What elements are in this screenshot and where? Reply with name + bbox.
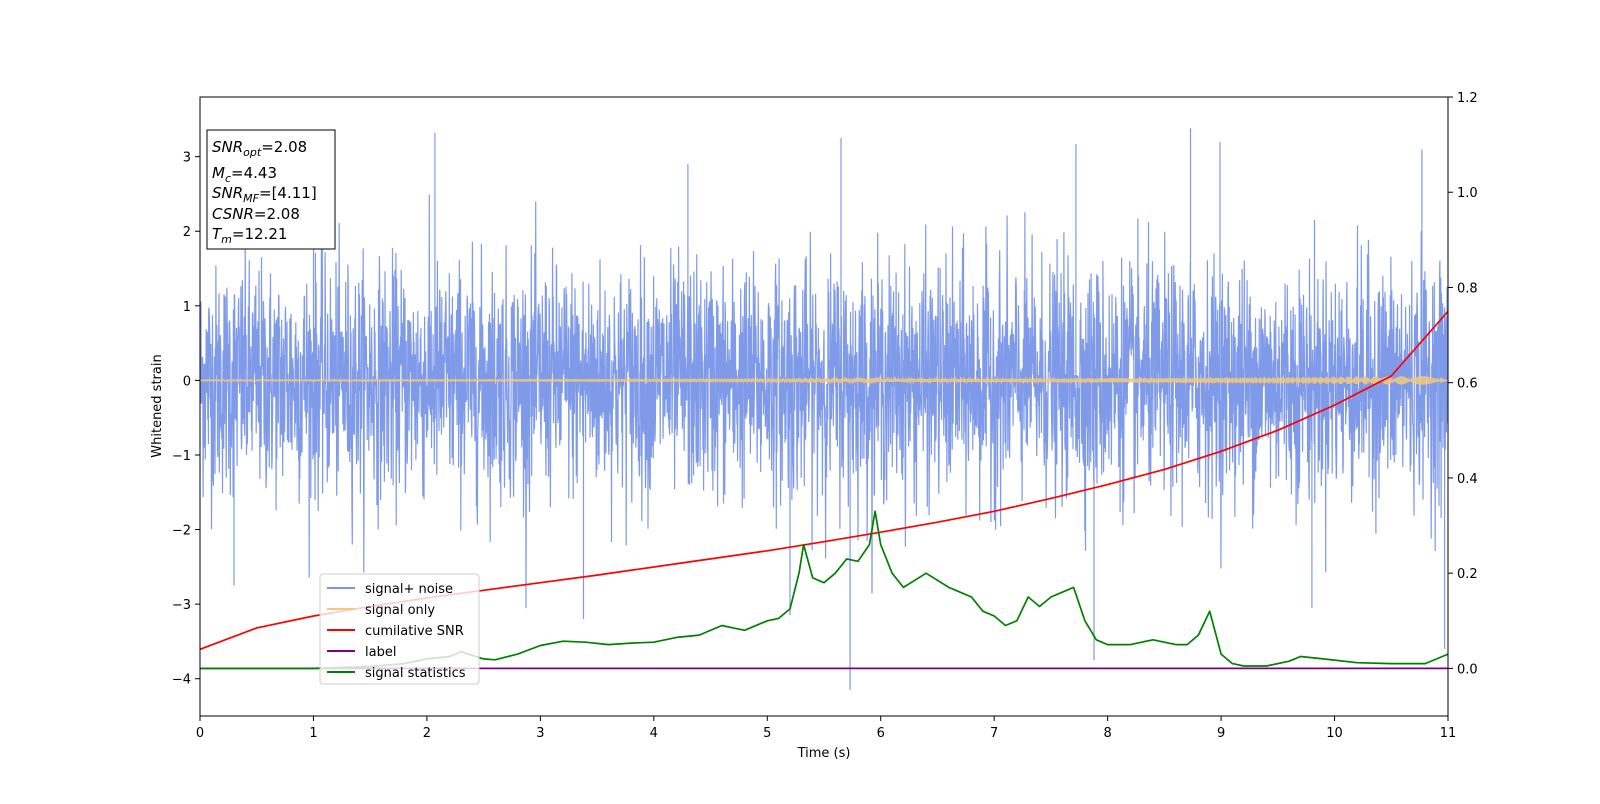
legend: signal+ noise signal only cumilative SNR la… [319,573,480,685]
snr-opt-text: SNRopt=2.08 [212,138,307,159]
y-tick-label-1: 1 [183,300,191,315]
y-tick-label-3: 3 [183,151,191,166]
legend-label-3: cumilative SNR [365,624,464,639]
y2-tick-label-0.6: 0.6 [1457,377,1478,392]
metrics-info-box: SNRopt=2.08 Mc=4.43 SNRMF=[4.11] CSNR=2.… [206,129,336,250]
y-tick-label--3: −3 [172,598,191,613]
x-tick-label-6: 6 [877,726,885,741]
csnr-text: CSNR=2.08 [212,205,300,223]
series-signal-only [200,375,1448,385]
y2-tick-label-1.2: 1.2 [1457,91,1478,106]
x-tick-label-10: 10 [1326,726,1343,741]
snr-mf-text: SNRMF=[4.11] [212,184,317,205]
y2-tick-label-0.4: 0.4 [1457,472,1478,487]
x-tick-label-8: 8 [1103,726,1111,741]
tm-text: Tm=12.21 [212,225,287,246]
x-tick-label-0: 0 [196,726,204,741]
y2-tick-label-0.0: 0.0 [1457,662,1478,677]
y2-tick-label-0.8: 0.8 [1457,281,1478,296]
legend-label-1: signal+ noise [365,582,453,597]
x-tick-label-1: 1 [309,726,317,741]
x-tick-label-11: 11 [1440,726,1457,741]
series-signal-noise [200,128,1448,690]
y2-tick-label-1.0: 1.0 [1457,186,1478,201]
x-tick-label-5: 5 [763,726,771,741]
y-tick-label-0: 0 [183,374,191,389]
y-tick-label--1: −1 [172,449,191,464]
y-tick-label--4: −4 [172,673,191,688]
plot-area-frame [199,96,1449,717]
x-tick-label-3: 3 [536,726,544,741]
y-tick-label--2: −2 [172,524,191,539]
x-tick-label-2: 2 [423,726,431,741]
x-tick-label-7: 7 [990,726,998,741]
y-axis-label: Whitened strain [150,354,165,457]
legend-label-5: signal statistics [365,666,466,681]
x-tick-label-4: 4 [650,726,658,741]
x-axis-label: Time (s) [797,746,851,761]
y-tick-label-2: 2 [183,225,191,240]
mc-text: Mc=4.43 [212,164,277,185]
series-signal-statistics [200,510,1448,670]
x-tick-label-9: 9 [1217,726,1225,741]
legend-label-2: signal only [365,603,435,618]
legend-label-4: label [365,645,396,660]
y2-tick-label-0.2: 0.2 [1457,567,1478,582]
